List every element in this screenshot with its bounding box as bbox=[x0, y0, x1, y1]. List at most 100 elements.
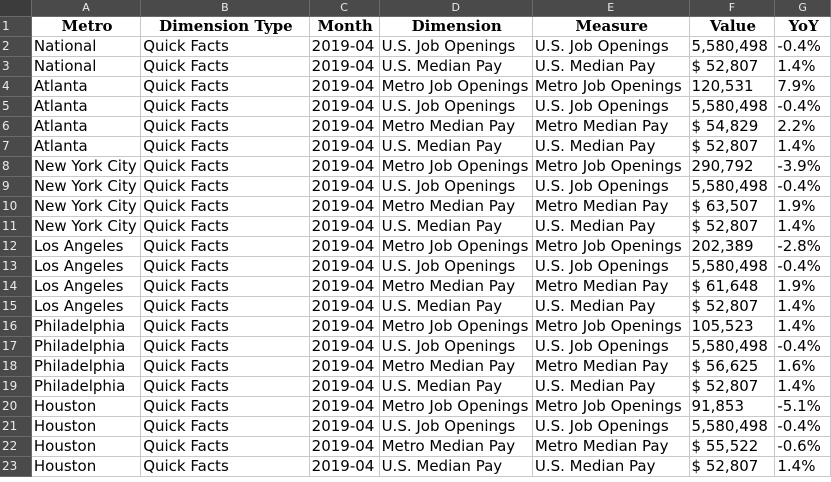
month-cell[interactable]: 2019-04 bbox=[309, 436, 380, 457]
month-cell[interactable]: 2019-04 bbox=[309, 276, 380, 297]
dimension-cell[interactable]: Metro Median Pay bbox=[379, 116, 533, 137]
measure-cell[interactable]: U.S. Job Openings bbox=[532, 176, 690, 197]
month-cell[interactable]: 2019-04 bbox=[309, 76, 380, 97]
header-cell-measure[interactable]: Measure bbox=[532, 16, 690, 37]
value-cell[interactable]: $ 56,625 bbox=[689, 356, 776, 377]
metro-cell[interactable]: Philadelphia bbox=[31, 336, 142, 357]
value-cell[interactable]: $ 54,829 bbox=[689, 116, 776, 137]
dimension-cell[interactable]: Metro Job Openings bbox=[379, 236, 533, 257]
dimension-cell[interactable]: U.S. Job Openings bbox=[379, 256, 533, 277]
row-header[interactable]: 9 bbox=[0, 176, 32, 197]
dimension-type-cell[interactable]: Quick Facts bbox=[140, 236, 310, 257]
month-cell[interactable]: 2019-04 bbox=[309, 296, 380, 317]
metro-cell[interactable]: Houston bbox=[31, 416, 142, 437]
dimension-cell[interactable]: U.S. Job Openings bbox=[379, 416, 533, 437]
metro-cell[interactable]: New York City bbox=[31, 196, 142, 217]
header-cell-value[interactable]: Value bbox=[689, 16, 776, 37]
row-header[interactable]: 7 bbox=[0, 136, 32, 157]
header-cell-dimension[interactable]: Dimension bbox=[379, 16, 533, 37]
yoy-cell[interactable]: -0.4% bbox=[774, 36, 831, 57]
dimension-type-cell[interactable]: Quick Facts bbox=[140, 336, 310, 357]
measure-cell[interactable]: U.S. Job Openings bbox=[532, 96, 690, 117]
metro-cell[interactable]: New York City bbox=[31, 156, 142, 177]
header-cell-yoy[interactable]: YoY bbox=[774, 16, 831, 37]
dimension-cell[interactable]: Metro Median Pay bbox=[379, 356, 533, 377]
dimension-type-cell[interactable]: Quick Facts bbox=[140, 296, 310, 317]
column-header-d[interactable]: D bbox=[379, 0, 533, 17]
dimension-type-cell[interactable]: Quick Facts bbox=[140, 416, 310, 437]
metro-cell[interactable]: New York City bbox=[31, 216, 142, 237]
yoy-cell[interactable]: -0.4% bbox=[774, 256, 831, 277]
yoy-cell[interactable]: -0.4% bbox=[774, 336, 831, 357]
value-cell[interactable]: $ 52,807 bbox=[689, 136, 776, 157]
header-cell-dimension-type[interactable]: Dimension Type bbox=[140, 16, 310, 37]
row-header[interactable]: 13 bbox=[0, 256, 32, 277]
month-cell[interactable]: 2019-04 bbox=[309, 456, 380, 477]
column-header-b[interactable]: B bbox=[140, 0, 310, 17]
month-cell[interactable]: 2019-04 bbox=[309, 336, 380, 357]
dimension-type-cell[interactable]: Quick Facts bbox=[140, 76, 310, 97]
value-cell[interactable]: $ 52,807 bbox=[689, 456, 776, 477]
month-cell[interactable]: 2019-04 bbox=[309, 416, 380, 437]
metro-cell[interactable]: Los Angeles bbox=[31, 296, 142, 317]
metro-cell[interactable]: Philadelphia bbox=[31, 356, 142, 377]
row-header[interactable]: 17 bbox=[0, 336, 32, 357]
measure-cell[interactable]: U.S. Job Openings bbox=[532, 416, 690, 437]
measure-cell[interactable]: U.S. Median Pay bbox=[532, 456, 690, 477]
yoy-cell[interactable]: 1.4% bbox=[774, 56, 831, 77]
metro-cell[interactable]: Los Angeles bbox=[31, 276, 142, 297]
dimension-type-cell[interactable]: Quick Facts bbox=[140, 216, 310, 237]
value-cell[interactable]: $ 55,522 bbox=[689, 436, 776, 457]
metro-cell[interactable]: Philadelphia bbox=[31, 376, 142, 397]
measure-cell[interactable]: Metro Median Pay bbox=[532, 116, 690, 137]
value-cell[interactable]: 120,531 bbox=[689, 76, 776, 97]
metro-cell[interactable]: Los Angeles bbox=[31, 256, 142, 277]
measure-cell[interactable]: Metro Median Pay bbox=[532, 276, 690, 297]
yoy-cell[interactable]: 2.2% bbox=[774, 116, 831, 137]
month-cell[interactable]: 2019-04 bbox=[309, 176, 380, 197]
dimension-type-cell[interactable]: Quick Facts bbox=[140, 116, 310, 137]
measure-cell[interactable]: U.S. Median Pay bbox=[532, 376, 690, 397]
measure-cell[interactable]: U.S. Job Openings bbox=[532, 36, 690, 57]
value-cell[interactable]: $ 61,648 bbox=[689, 276, 776, 297]
value-cell[interactable]: $ 63,507 bbox=[689, 196, 776, 217]
dimension-type-cell[interactable]: Quick Facts bbox=[140, 96, 310, 117]
measure-cell[interactable]: Metro Job Openings bbox=[532, 156, 690, 177]
measure-cell[interactable]: U.S. Median Pay bbox=[532, 296, 690, 317]
row-header[interactable]: 16 bbox=[0, 316, 32, 337]
month-cell[interactable]: 2019-04 bbox=[309, 396, 380, 417]
month-cell[interactable]: 2019-04 bbox=[309, 196, 380, 217]
dimension-cell[interactable]: Metro Job Openings bbox=[379, 76, 533, 97]
dimension-type-cell[interactable]: Quick Facts bbox=[140, 436, 310, 457]
dimension-cell[interactable]: U.S. Median Pay bbox=[379, 136, 533, 157]
month-cell[interactable]: 2019-04 bbox=[309, 116, 380, 137]
month-cell[interactable]: 2019-04 bbox=[309, 216, 380, 237]
month-cell[interactable]: 2019-04 bbox=[309, 236, 380, 257]
dimension-type-cell[interactable]: Quick Facts bbox=[140, 276, 310, 297]
value-cell[interactable]: 290,792 bbox=[689, 156, 776, 177]
dimension-cell[interactable]: Metro Median Pay bbox=[379, 436, 533, 457]
dimension-cell[interactable]: U.S. Job Openings bbox=[379, 36, 533, 57]
row-header[interactable]: 11 bbox=[0, 216, 32, 237]
measure-cell[interactable]: Metro Job Openings bbox=[532, 76, 690, 97]
row-header[interactable]: 10 bbox=[0, 196, 32, 217]
measure-cell[interactable]: Metro Median Pay bbox=[532, 436, 690, 457]
measure-cell[interactable]: Metro Job Openings bbox=[532, 316, 690, 337]
yoy-cell[interactable]: -0.4% bbox=[774, 416, 831, 437]
value-cell[interactable]: $ 52,807 bbox=[689, 376, 776, 397]
row-header[interactable]: 1 bbox=[0, 16, 32, 37]
row-header[interactable]: 19 bbox=[0, 376, 32, 397]
yoy-cell[interactable]: 1.4% bbox=[774, 316, 831, 337]
dimension-type-cell[interactable]: Quick Facts bbox=[140, 136, 310, 157]
dimension-type-cell[interactable]: Quick Facts bbox=[140, 356, 310, 377]
dimension-cell[interactable]: U.S. Median Pay bbox=[379, 296, 533, 317]
select-all-corner[interactable] bbox=[0, 0, 32, 17]
month-cell[interactable]: 2019-04 bbox=[309, 316, 380, 337]
value-cell[interactable]: 5,580,498 bbox=[689, 336, 776, 357]
dimension-cell[interactable]: Metro Job Openings bbox=[379, 316, 533, 337]
metro-cell[interactable]: Atlanta bbox=[31, 136, 142, 157]
measure-cell[interactable]: Metro Median Pay bbox=[532, 356, 690, 377]
value-cell[interactable]: 105,523 bbox=[689, 316, 776, 337]
dimension-cell[interactable]: U.S. Median Pay bbox=[379, 216, 533, 237]
measure-cell[interactable]: U.S. Median Pay bbox=[532, 56, 690, 77]
